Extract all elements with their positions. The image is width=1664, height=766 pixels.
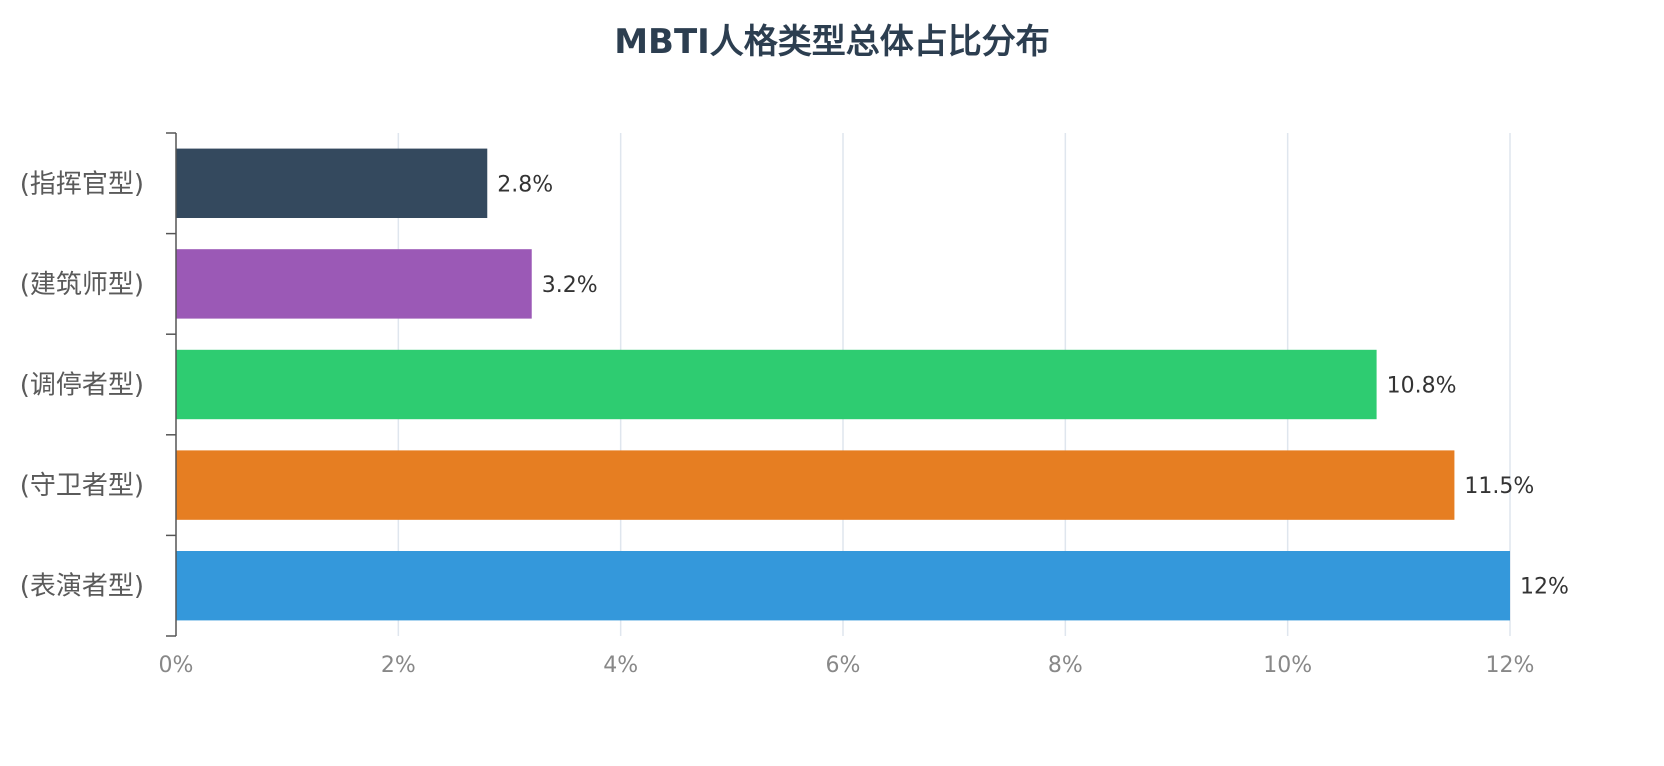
category-label: (守卫者型): [20, 471, 144, 501]
data-label: 11.5%: [1464, 474, 1534, 499]
x-tick-label: 4%: [603, 653, 638, 678]
data-label: 3.2%: [542, 273, 598, 298]
category-label: (指挥官型): [20, 169, 144, 199]
data-label: 2.8%: [497, 172, 553, 197]
axes: [166, 132, 177, 637]
category-label: (表演者型): [20, 572, 144, 602]
x-tick-label: 8%: [1048, 653, 1083, 678]
bar: [176, 450, 1455, 520]
category-label: (建筑师型): [20, 270, 144, 300]
bar: [176, 249, 532, 319]
bar: [176, 148, 488, 219]
category-label: (调停者型): [20, 371, 144, 401]
x-tick-label: 6%: [826, 653, 861, 678]
x-tick-label: 2%: [381, 653, 416, 678]
x-tick-label: 12%: [1486, 653, 1535, 678]
bars: [176, 148, 1510, 621]
data-label: 12%: [1520, 575, 1569, 600]
bar: [176, 550, 1510, 621]
data-label: 10.8%: [1387, 374, 1457, 399]
bar: [176, 349, 1377, 420]
chart-title: MBTI人格类型总体占比分布: [614, 22, 1050, 62]
x-tick-label: 0%: [159, 653, 194, 678]
x-tick-label: 10%: [1263, 653, 1312, 678]
labels: 0% 2% 4% 6% 8% 10% 12% (指挥官型) 2.8% (建筑师型) 3.2% (调停者…: [20, 169, 1569, 678]
